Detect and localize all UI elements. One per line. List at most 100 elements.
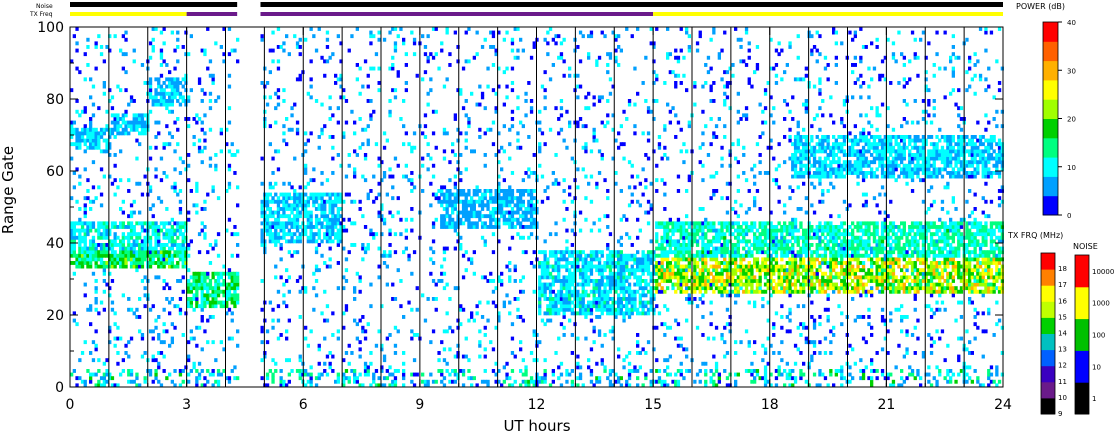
echo-cell: [467, 192, 471, 197]
echo-cell: [595, 304, 599, 309]
echo-cell: [565, 268, 569, 273]
echo-cell: [91, 253, 96, 258]
echo-cell: [72, 221, 76, 226]
echo-cell: [595, 138, 599, 143]
echo-cell: [704, 383, 708, 388]
echo-cell: [197, 77, 202, 82]
echo-cell: [456, 325, 460, 330]
echo-cell: [674, 84, 678, 89]
echo-cell: [320, 203, 324, 208]
echo-cell: [442, 257, 447, 262]
echo-cell: [410, 149, 414, 154]
echo-cell: [464, 210, 468, 215]
echo-cell: [437, 189, 441, 193]
echo-cell: [685, 318, 689, 323]
echo-cell: [317, 203, 321, 208]
echo-cell: [363, 369, 368, 373]
echo-cell: [701, 279, 705, 283]
echo-cell: [97, 228, 101, 233]
echo-cell: [140, 239, 145, 244]
echo-cell: [706, 239, 711, 244]
echo-cell: [723, 268, 727, 273]
echo-cell: [203, 235, 207, 240]
echo-cell: [559, 264, 564, 269]
echo-cell: [148, 95, 153, 100]
echo-cell: [89, 261, 93, 265]
echo-cell: [135, 372, 139, 377]
echo-cell: [456, 318, 460, 323]
echo-cell: [589, 311, 594, 316]
echo-cell: [636, 307, 640, 312]
echo-cell: [557, 279, 561, 283]
echo-cell: [464, 192, 468, 197]
echo-cell: [116, 325, 120, 330]
echo-cell: [548, 127, 553, 132]
echo-cell: [195, 181, 199, 186]
echo-cell: [568, 297, 572, 301]
echo-cell: [483, 239, 487, 244]
echo-cell: [83, 149, 87, 154]
echo-cell: [138, 124, 142, 129]
echo-cell: [709, 221, 713, 226]
echo-cell: [70, 124, 74, 129]
echo-cell: [589, 304, 594, 309]
echo-cell: [268, 70, 272, 75]
echo-cell: [168, 257, 172, 262]
echo-cell: [712, 189, 716, 193]
echo-cell: [529, 217, 534, 222]
echo-cell: [747, 300, 751, 305]
echo-cell: [529, 210, 534, 215]
echo-cell: [570, 379, 574, 384]
echo-cell: [99, 192, 104, 197]
echo-cell: [453, 30, 457, 35]
echo-cell: [184, 250, 188, 255]
echo-cell: [636, 257, 640, 262]
echo-cell: [429, 246, 433, 251]
echo-cell: [464, 131, 468, 136]
echo-cell: [219, 275, 223, 280]
echo-cell: [108, 228, 112, 233]
echo-cell: [309, 225, 313, 229]
echo-cell: [497, 149, 501, 154]
echo-cell: [187, 217, 191, 222]
echo-cell: [666, 383, 670, 388]
echo-cell: [236, 282, 240, 287]
echo-cell: [521, 235, 525, 240]
echo-cell: [72, 225, 76, 229]
echo-cell: [143, 351, 147, 355]
echo-cell: [176, 228, 180, 233]
echo-cell: [565, 109, 569, 114]
echo-cell: [165, 84, 169, 89]
echo-cell: [679, 243, 683, 247]
echo-cell: [89, 135, 93, 139]
echo-cell: [698, 257, 702, 262]
echo-cell: [233, 282, 237, 287]
echo-cell: [704, 279, 708, 283]
echo-cell: [353, 286, 357, 291]
echo-cell: [219, 45, 223, 49]
echo-cell: [287, 52, 291, 57]
echo-cell: [472, 225, 476, 229]
echo-cell: [668, 354, 672, 359]
echo-cell: [162, 257, 166, 262]
echo-cell: [723, 257, 727, 262]
echo-cell: [135, 253, 139, 258]
echo-cell: [116, 257, 120, 262]
echo-cell: [347, 153, 351, 157]
echo-cell: [197, 232, 202, 237]
echo-cell: [611, 325, 615, 330]
echo-cell: [298, 225, 302, 229]
echo-cell: [271, 372, 275, 377]
echo-cell: [551, 250, 555, 255]
echo-cell: [627, 369, 632, 373]
echo-cell: [676, 243, 681, 247]
echo-cell: [309, 131, 313, 136]
echo-cell: [124, 30, 128, 35]
echo-cell: [568, 271, 572, 276]
echo-cell: [75, 99, 79, 103]
echo-cell: [442, 156, 447, 161]
echo-cell: [723, 250, 727, 255]
echo-cell: [581, 286, 585, 291]
echo-cell: [516, 189, 520, 193]
echo-cell: [91, 271, 96, 276]
